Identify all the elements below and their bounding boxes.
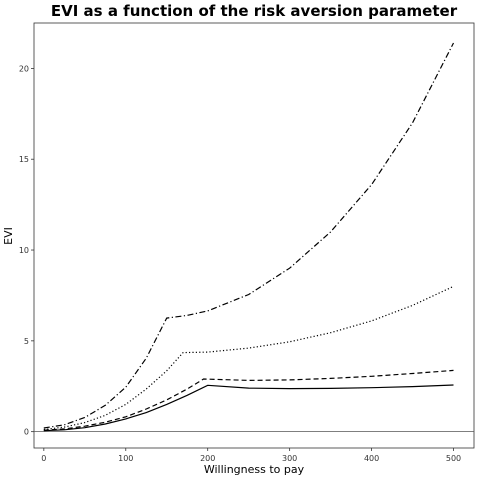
- x-axis: 0 100 200 300 400 500: [41, 448, 461, 463]
- chart-title: EVI as a function of the risk aversion p…: [51, 2, 458, 20]
- series-line-dashed: [43, 369, 454, 431]
- y-tick-label: 5: [24, 337, 29, 346]
- x-tick-label: 500: [446, 454, 461, 463]
- series-line-solid: [43, 384, 454, 432]
- plot-panel: [33, 22, 475, 449]
- x-tick-label: 200: [200, 454, 215, 463]
- y-axis: 0 5 10 15 20: [19, 64, 34, 437]
- y-tick-label: 15: [19, 155, 29, 164]
- y-tick-label: 0: [24, 428, 29, 437]
- x-tick-label: 0: [41, 454, 46, 463]
- x-tick-label: 400: [364, 454, 379, 463]
- x-axis-label: Willingness to pay: [204, 463, 305, 476]
- y-tick-label: 10: [19, 246, 29, 255]
- series-line-dotted: [43, 285, 454, 431]
- y-tick-label: 20: [19, 64, 29, 73]
- series-line-dashdot: [43, 42, 455, 429]
- x-tick-label: 300: [282, 454, 297, 463]
- y-axis-label: EVI: [2, 227, 15, 245]
- x-tick-label: 100: [118, 454, 133, 463]
- series-layer: [43, 42, 455, 432]
